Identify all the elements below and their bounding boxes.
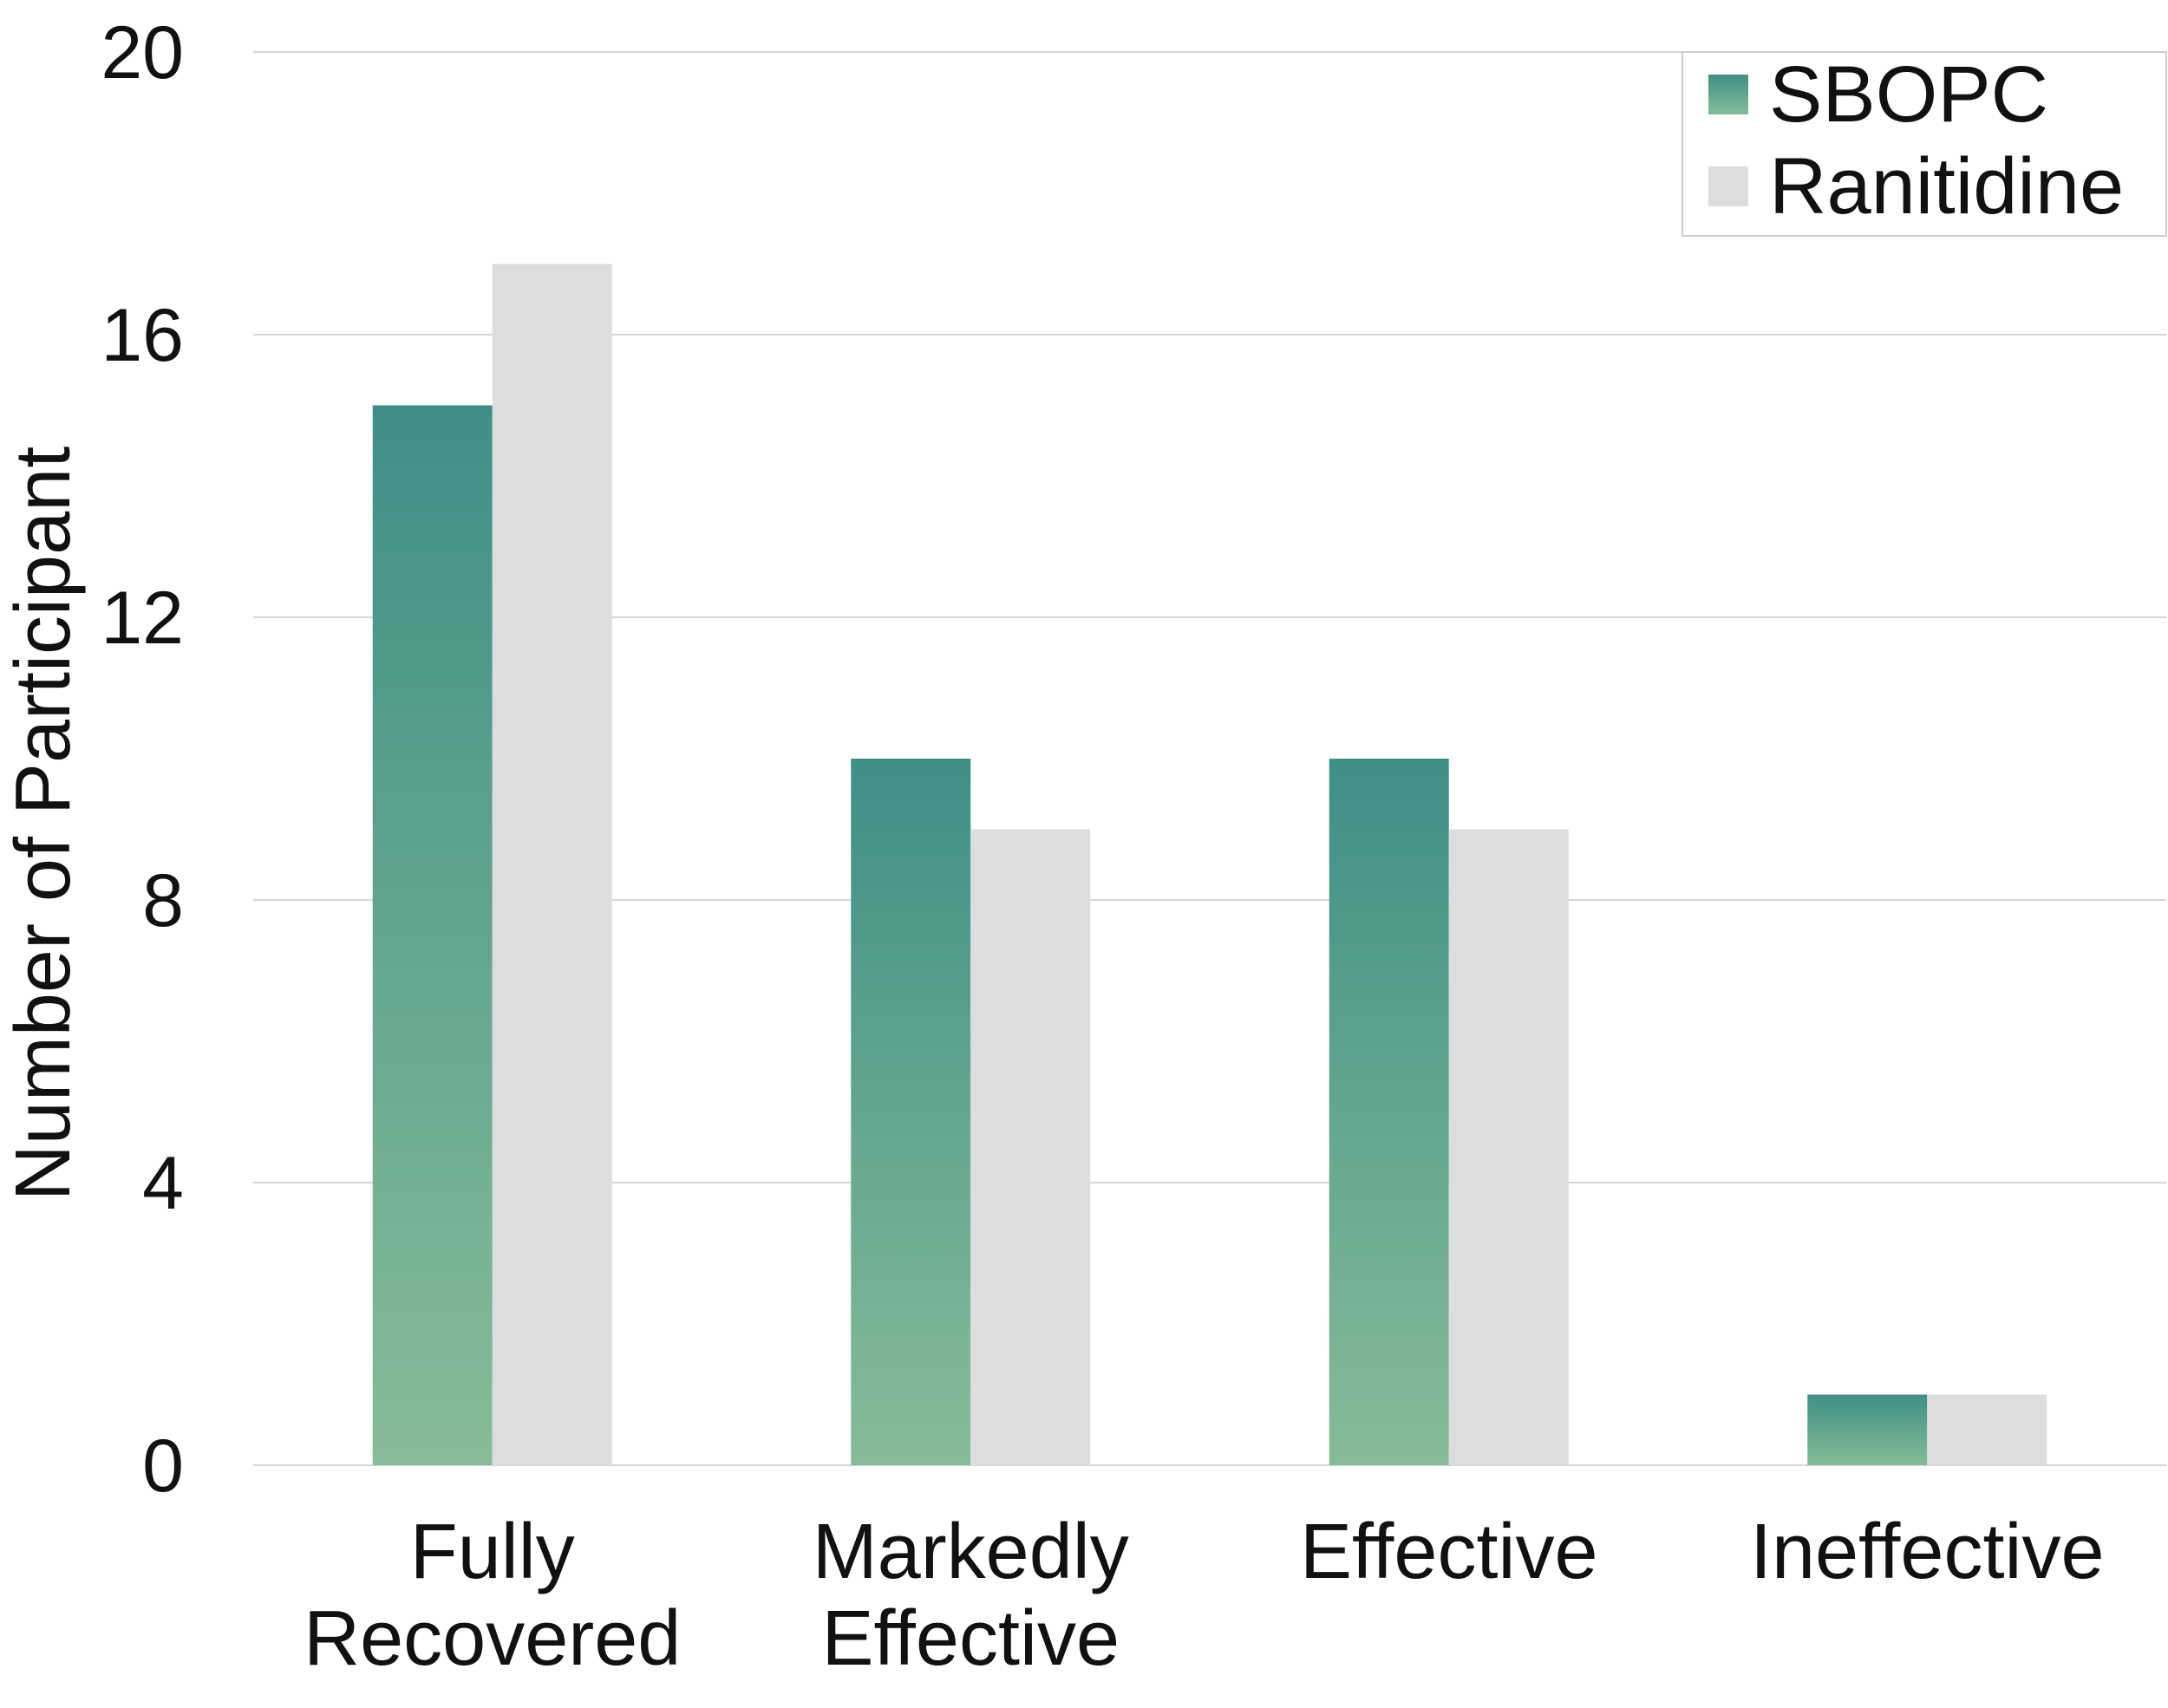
y-axis-title: Number of Participant [0, 447, 87, 1201]
x-category-label-line: Effective [821, 1595, 1120, 1682]
legend: SBOPC Ranitidine [1682, 50, 2167, 237]
x-category-label-0: Fully Recovered [304, 1509, 681, 1682]
y-tick-label-4: 4 [142, 1142, 184, 1225]
y-tick-label-12: 12 [101, 577, 184, 660]
y-tick-label-0: 0 [142, 1424, 184, 1508]
y-tick-label-16: 16 [101, 294, 184, 377]
bar-ranitidine-3 [1927, 1394, 2047, 1465]
legend-swatch-ranitidine [1708, 166, 1748, 206]
x-category-label-line: Markedly [813, 1509, 1129, 1595]
bar-sbopc-3 [1807, 1394, 1928, 1465]
x-category-label-line: Recovered [304, 1595, 681, 1682]
bar-sbopc-2 [1329, 759, 1449, 1465]
legend-swatch-sbopc [1708, 75, 1748, 114]
bar-ranitidine-2 [1448, 829, 1569, 1465]
bar-sbopc-1 [851, 759, 971, 1465]
legend-box [1682, 51, 2167, 237]
bar-ranitidine-0 [492, 264, 612, 1465]
x-category-label-line: Fully [410, 1509, 575, 1595]
y-tick-label-8: 8 [142, 859, 184, 942]
y-tick-labels: 0 4 8 12 16 20 [101, 11, 184, 1508]
x-category-label-3: Ineffective [1750, 1509, 2105, 1595]
bar-sbopc-0 [372, 405, 493, 1465]
x-category-label-2: Effective [1300, 1509, 1598, 1595]
y-tick-label-20: 20 [101, 11, 184, 95]
bars [372, 264, 2047, 1465]
x-category-label-1: Markedly Effective [813, 1509, 1129, 1682]
bar-ranitidine-1 [970, 829, 1091, 1465]
x-category-label-line: Ineffective [1750, 1509, 2105, 1595]
x-category-label-line: Effective [1300, 1509, 1598, 1595]
legend-label-ranitidine: Ranitidine [1769, 142, 2124, 231]
legend-label-sbopc: SBOPC [1769, 50, 2048, 139]
